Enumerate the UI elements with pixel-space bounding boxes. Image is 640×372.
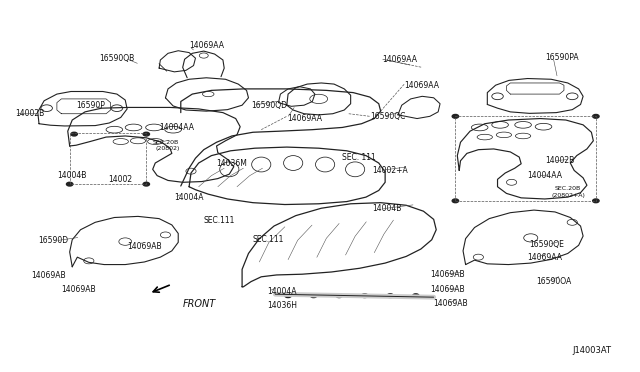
Text: 14069AB: 14069AB (61, 285, 96, 294)
Circle shape (413, 294, 419, 298)
Text: SEC.111: SEC.111 (253, 235, 284, 244)
Text: J14003AT: J14003AT (572, 346, 611, 355)
Text: (20802+A): (20802+A) (551, 193, 585, 198)
Text: 14004AA: 14004AA (159, 123, 194, 132)
Text: 14069AA: 14069AA (287, 114, 322, 123)
Text: SEC.111: SEC.111 (204, 216, 235, 225)
Circle shape (593, 199, 599, 203)
Text: 14036M: 14036M (216, 158, 248, 167)
Text: FRONT: FRONT (182, 299, 216, 309)
Circle shape (67, 182, 73, 186)
Circle shape (285, 294, 291, 298)
Text: SEC.20B: SEC.20B (153, 140, 179, 145)
Text: 14002B: 14002B (545, 156, 574, 165)
Text: 14069AB: 14069AB (127, 241, 162, 250)
Text: 14069AA: 14069AA (404, 81, 439, 90)
Text: 16590PA: 16590PA (545, 52, 579, 61)
Text: 14002: 14002 (108, 175, 132, 184)
Text: 14004AA: 14004AA (527, 171, 563, 180)
Text: 14004A: 14004A (268, 287, 297, 296)
Text: 14002B: 14002B (15, 109, 44, 118)
Circle shape (452, 115, 459, 118)
Text: SEC. 111: SEC. 111 (342, 153, 376, 161)
Text: 14069AB: 14069AB (31, 271, 66, 280)
Circle shape (362, 294, 368, 298)
Text: 16590QC: 16590QC (370, 112, 405, 121)
Text: 14069AB: 14069AB (430, 285, 465, 294)
Circle shape (143, 182, 150, 186)
Text: 14004B: 14004B (372, 205, 402, 214)
Text: (20802): (20802) (156, 147, 180, 151)
Circle shape (143, 132, 150, 136)
Text: SEC.20B: SEC.20B (555, 186, 581, 192)
Text: 14004B: 14004B (57, 171, 86, 180)
Text: 16590D: 16590D (38, 236, 68, 246)
Text: 16590QB: 16590QB (100, 54, 135, 62)
Circle shape (452, 199, 459, 203)
Text: 14069AB: 14069AB (434, 299, 468, 308)
Circle shape (310, 294, 317, 298)
Circle shape (71, 132, 77, 136)
Text: 16590QD: 16590QD (251, 101, 287, 110)
Text: 14069AA: 14069AA (527, 253, 563, 262)
Text: 14004A: 14004A (174, 193, 204, 202)
Circle shape (593, 115, 599, 118)
Text: 16590OA: 16590OA (536, 277, 571, 286)
Circle shape (336, 294, 342, 298)
Text: 16590P: 16590P (76, 101, 105, 110)
Text: 14069AB: 14069AB (430, 270, 465, 279)
Text: 14002+A: 14002+A (372, 166, 408, 175)
Text: 16590QE: 16590QE (529, 240, 564, 249)
Text: 14036H: 14036H (268, 301, 298, 310)
Text: 14069AA: 14069AA (383, 55, 417, 64)
Text: 14069AA: 14069AA (189, 41, 224, 51)
Circle shape (387, 294, 394, 298)
